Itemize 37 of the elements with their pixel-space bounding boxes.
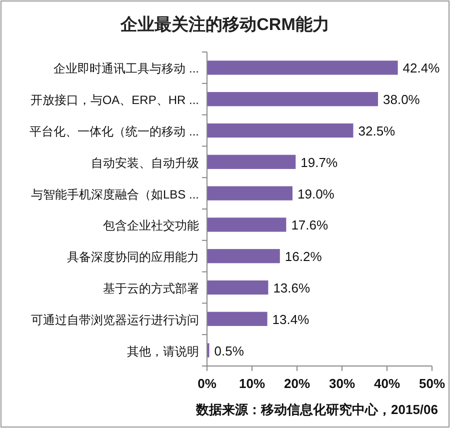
- bar: [207, 218, 286, 232]
- data-label: 13.4%: [272, 312, 310, 327]
- chart-title: 企业最关注的移动CRM能力: [120, 15, 330, 34]
- data-label: 19.7%: [300, 154, 338, 170]
- y-tick-label: 开放接口，与OA、ERP、HR ...: [30, 93, 199, 108]
- bar: [207, 280, 268, 295]
- data-label: 17.6%: [291, 218, 328, 233]
- y-tick-label: 可通过自带浏览器运行进行访问: [31, 312, 199, 327]
- x-tick-label: 0%: [198, 376, 217, 391]
- x-tick-label: 40%: [374, 376, 400, 391]
- bar: [207, 154, 296, 169]
- y-tick-label: 具备深度协同的应用能力: [67, 250, 199, 264]
- y-tick-label: 自动安装、自动升级: [91, 156, 199, 170]
- data-label: 13.6%: [273, 280, 310, 296]
- y-tick-label: 包含企业社交功能: [103, 218, 199, 233]
- data-label: 32.5%: [358, 124, 396, 138]
- y-tick-label: 与智能手机深度融合（如LBS ...: [30, 187, 199, 202]
- data-label: 19.0%: [298, 186, 335, 202]
- x-tick-label: 50%: [418, 376, 446, 391]
- y-tick-label: 企业即时通讯工具与移动 ...: [54, 62, 199, 76]
- y-tick-label: 其他，请说明: [127, 344, 199, 358]
- bar: [207, 60, 398, 75]
- data-label: 0.5%: [214, 343, 244, 358]
- bar: [207, 312, 268, 326]
- data-label: 38.0%: [383, 92, 420, 108]
- bar: [207, 92, 378, 106]
- y-tick-label: 平台化、一体化（统一的移动 ...: [30, 124, 199, 138]
- bar: [207, 186, 292, 200]
- x-tick-label: 10%: [238, 376, 266, 391]
- x-tick-label: 20%: [284, 376, 310, 391]
- bar: [207, 249, 280, 264]
- y-tick-label: 基于云的方式部署: [103, 282, 199, 296]
- bar: [207, 123, 354, 138]
- x-tick-label: 30%: [328, 376, 356, 391]
- data-label: 42.4%: [402, 60, 440, 76]
- source-note: 数据来源：移动信息化研究中心，2015/06: [195, 402, 438, 417]
- data-label: 16.2%: [284, 249, 322, 264]
